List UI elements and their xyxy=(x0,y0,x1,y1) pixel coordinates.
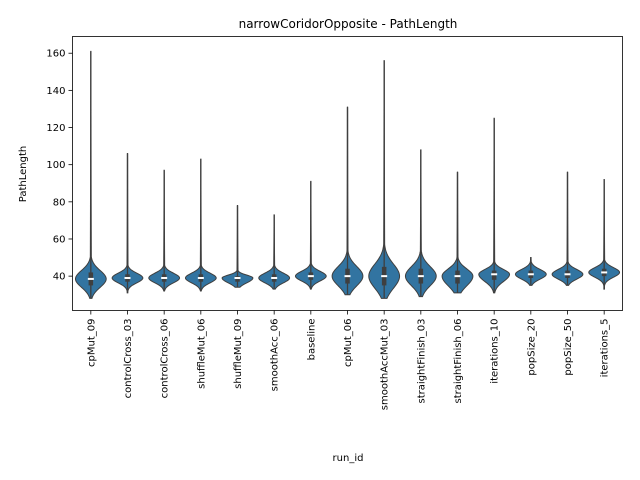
x-tick-label: shuffleMut_06 xyxy=(196,319,207,389)
x-tick-label: straightFinish_03 xyxy=(416,319,427,404)
violins-layer xyxy=(74,50,621,299)
median-baseline xyxy=(307,275,314,278)
y-axis: 40 60 80 100 120 140 160 xyxy=(46,49,73,283)
x-tick-label: popSize_20 xyxy=(526,319,537,376)
median-straightFinish_03 xyxy=(417,275,424,278)
x-tick-label: straightFinish_06 xyxy=(453,319,464,404)
x-tick-label: controlCross_06 xyxy=(160,319,171,399)
x-tick-label: controlCross_03 xyxy=(123,319,134,399)
x-tick-label: popSize_50 xyxy=(563,319,574,376)
median-iterations_5 xyxy=(601,271,608,274)
y-axis-label: PathLength xyxy=(18,146,29,202)
y-tick-label: 160 xyxy=(46,49,65,60)
x-tick-label: baseline xyxy=(306,319,317,361)
x-tick-label: iterations_10 xyxy=(490,319,501,384)
x-tick-label: cpMut_09 xyxy=(86,319,97,367)
median-cpMut_09 xyxy=(87,277,94,280)
median-controlCross_06 xyxy=(161,276,168,279)
x-tick-label: iterations_5 xyxy=(600,319,611,378)
x-axis-label: run_id xyxy=(333,453,364,464)
median-controlCross_03 xyxy=(124,276,131,279)
median-smoothAccMut_03 xyxy=(381,275,388,278)
y-tick-label: 100 xyxy=(46,160,65,171)
x-tick-label: smoothAcc_06 xyxy=(270,319,281,392)
y-tick-label: 80 xyxy=(53,197,66,208)
y-tick-label: 40 xyxy=(53,272,66,283)
y-tick-label: 140 xyxy=(46,86,65,97)
median-smoothAcc_06 xyxy=(271,276,278,279)
median-popSize_20 xyxy=(527,273,534,276)
x-tick-label: cpMut_06 xyxy=(343,319,354,367)
y-tick-label: 120 xyxy=(46,123,65,134)
median-straightFinish_06 xyxy=(454,275,461,278)
y-tick-label: 60 xyxy=(53,234,66,245)
x-axis: cpMut_09 controlCross_03 controlCross_06 sh… xyxy=(86,310,611,411)
median-shuffleMut_06 xyxy=(197,276,204,279)
x-tick-label: smoothAccMut_03 xyxy=(380,319,391,411)
chart-title: narrowCoridorOpposite - PathLength xyxy=(239,17,458,31)
median-popSize_50 xyxy=(564,273,571,276)
x-tick-label: shuffleMut_09 xyxy=(233,319,244,389)
median-shuffleMut_09 xyxy=(234,276,241,279)
median-cpMut_06 xyxy=(344,275,351,278)
median-iterations_10 xyxy=(491,273,498,276)
